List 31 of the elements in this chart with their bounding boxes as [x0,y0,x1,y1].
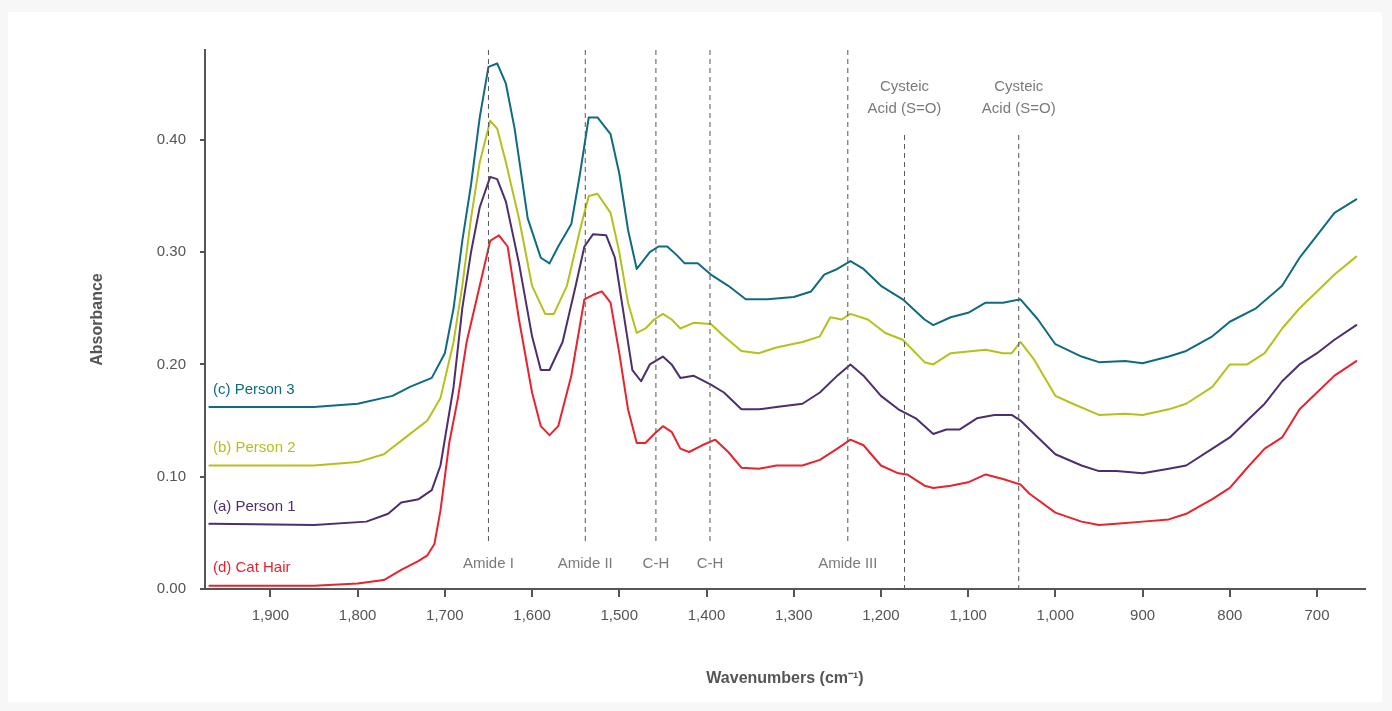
x-tick-label: 900 [1130,606,1156,624]
x-tick-label: 1,300 [774,606,813,624]
y-tick-label: 0.30 [156,242,186,260]
series-label: (a) Person 1 [213,496,296,514]
x-tick-label: 1,900 [251,606,290,624]
x-tick-label: 700 [1304,606,1330,624]
x-tick-label: 1,700 [426,606,464,624]
ref-line-label: Amide III [818,554,878,572]
y-axis-title: Absorbance [88,273,106,366]
x-tick-label: 800 [1217,606,1243,624]
x-tick-label: 1,100 [949,606,987,624]
y-tick-label: 0.00 [156,579,186,597]
ref-line-label: Cysteic Acid (S=O) [981,77,1056,117]
ref-line-label: Cysteic Acid (S=O) [867,77,942,117]
ref-line-label: C-H [642,554,670,572]
x-tick-label: 1,600 [513,606,551,624]
x-tick-label: 1,500 [600,606,639,624]
ref-line-label: Amide II [557,554,613,572]
y-tick-label: 0.40 [156,129,186,147]
ref-line-label: C-H [696,554,724,572]
x-axis-title: Wavenumbers (cm⁻¹) [706,668,864,686]
series-label: (b) Person 2 [213,438,296,456]
y-tick-label: 0.20 [156,354,186,372]
series-label: (c) Person 3 [213,379,295,397]
x-tick-label: 1,000 [1036,606,1075,624]
series-label: (d) Cat Hair [213,558,291,576]
x-tick-label: 1,800 [338,606,377,624]
ref-line-label: Amide I [463,554,514,572]
y-tick-label: 0.10 [156,466,186,484]
x-tick-label: 1,400 [687,606,726,624]
x-tick-label: 1,200 [862,606,900,624]
